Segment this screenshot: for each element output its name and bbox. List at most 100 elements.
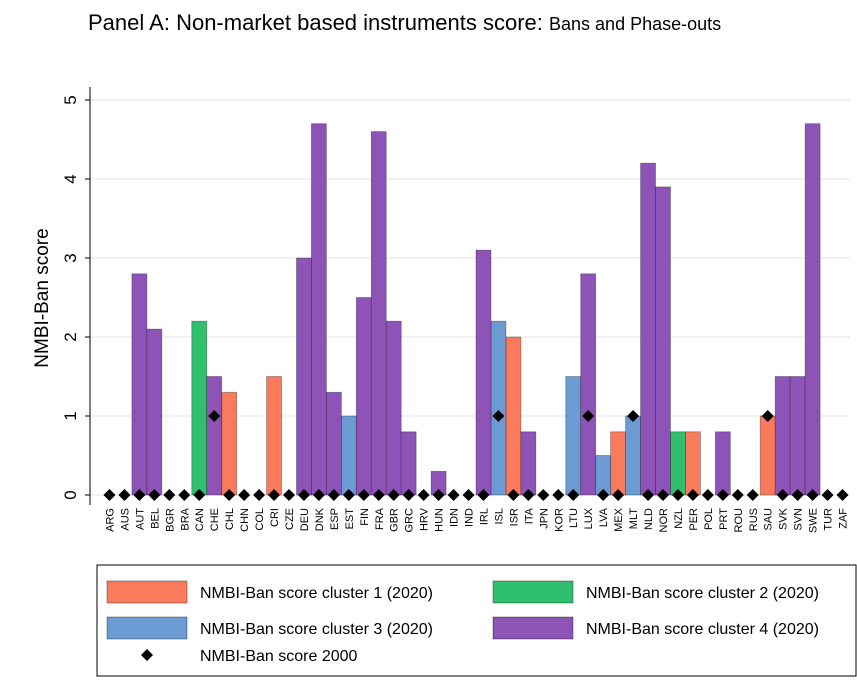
marker-2000 xyxy=(357,489,370,501)
bar xyxy=(640,162,656,496)
bar xyxy=(580,273,597,496)
bar xyxy=(685,431,701,496)
bar xyxy=(789,376,806,496)
title: Panel A: Non-market based instruments sc… xyxy=(88,10,543,35)
marker-2000 xyxy=(327,489,340,501)
marker-2000 xyxy=(283,489,295,501)
x-tick-label: DEU xyxy=(299,508,311,531)
marker-2000 xyxy=(522,489,535,501)
x-tick-label: MLT xyxy=(628,508,640,529)
marker-2000 xyxy=(776,489,789,501)
x-tick-label: ITA xyxy=(523,507,535,524)
marker-2000 xyxy=(462,489,475,501)
marker-2000 xyxy=(402,489,415,501)
x-tick-label: EST xyxy=(344,508,356,530)
bar xyxy=(625,415,641,496)
x-tick-label: DNK xyxy=(314,507,326,531)
x-tick-label: CZE xyxy=(284,508,296,530)
bar xyxy=(804,123,821,496)
x-tick-label: CRI xyxy=(269,508,281,527)
bar xyxy=(655,186,671,496)
legend-label: NMBI-Ban score cluster 3 (2020) xyxy=(200,621,433,638)
x-tick-label: AUS xyxy=(119,508,131,531)
bar xyxy=(206,376,223,496)
marker-2000 xyxy=(671,489,684,501)
bar xyxy=(714,431,731,496)
x-tick-label: ARG xyxy=(104,508,116,532)
x-tick-label: TUR xyxy=(823,508,835,531)
x-tick-label: ISR xyxy=(508,508,520,526)
marker-2000 xyxy=(507,489,520,501)
x-tick-label: POL xyxy=(703,508,715,530)
marker-2000 xyxy=(238,489,251,501)
marker-2000 xyxy=(627,410,640,422)
bar xyxy=(490,320,507,496)
marker-2000 xyxy=(432,489,445,501)
marker-2000 xyxy=(342,489,355,501)
bar xyxy=(131,273,148,496)
marker-2000 xyxy=(761,410,774,422)
x-tick-label: JPN xyxy=(538,508,550,529)
bar xyxy=(565,376,582,496)
bar xyxy=(505,336,522,496)
x-tick-label: NLD xyxy=(643,508,655,530)
y-tick-label: 5 xyxy=(61,95,80,104)
marker-2000 xyxy=(492,410,505,422)
legend-swatch xyxy=(492,616,574,640)
x-tick-label: SAU xyxy=(763,508,775,531)
x-tick-label: NOR xyxy=(658,508,670,533)
x-tick-label: IRL xyxy=(478,508,490,525)
marker-2000 xyxy=(253,489,266,501)
y-tick-label: 2 xyxy=(61,332,80,341)
x-tick-label: SWE xyxy=(808,508,820,533)
marker-2000 xyxy=(716,489,729,501)
marker-2000 xyxy=(148,489,161,501)
marker-2000 xyxy=(821,489,834,501)
marker-2000 xyxy=(208,410,221,422)
marker-2000 xyxy=(447,489,460,501)
x-tick-label: CHL xyxy=(224,508,236,530)
marker-2000 xyxy=(567,489,580,501)
legend-marker xyxy=(141,649,153,661)
legend-swatch xyxy=(106,580,188,604)
marker-2000 xyxy=(133,489,146,501)
bar xyxy=(266,376,282,496)
marker-2000 xyxy=(552,489,565,501)
bar xyxy=(385,320,402,496)
bar xyxy=(370,131,387,496)
x-tick-label: BRA xyxy=(179,507,191,530)
legend-swatch xyxy=(492,580,574,604)
legend-label: NMBI-Ban score cluster 1 (2020) xyxy=(200,585,433,602)
x-tick-label: CAN xyxy=(194,508,206,531)
marker-2000 xyxy=(537,489,550,501)
x-tick-label: ROU xyxy=(733,508,745,533)
marker-2000 xyxy=(582,410,595,422)
x-tick-label: LTU xyxy=(568,508,580,528)
x-tick-label: KOR xyxy=(553,508,565,532)
x-tick-label: RUS xyxy=(748,508,760,531)
x-tick-label: PER xyxy=(688,508,700,531)
x-tick-label: LVA xyxy=(598,507,610,527)
bar xyxy=(191,320,208,496)
legend-swatch xyxy=(106,616,188,640)
marker-2000 xyxy=(312,489,325,501)
marker-2000 xyxy=(612,489,625,501)
marker-2000 xyxy=(731,489,744,501)
x-tick-label: BGR xyxy=(164,508,176,532)
x-tick-label: SVN xyxy=(793,508,805,531)
marker-2000 xyxy=(686,489,699,501)
bar xyxy=(146,328,163,496)
bar xyxy=(296,257,312,496)
x-tick-label: CHE xyxy=(209,508,221,531)
bar xyxy=(221,391,238,496)
marker-2000 xyxy=(806,489,819,501)
marker-2000 xyxy=(372,489,385,501)
bar xyxy=(759,415,776,496)
x-tick-label: HUN xyxy=(434,508,446,532)
marker-2000 xyxy=(268,489,281,501)
x-tick-label: AUT xyxy=(134,508,146,530)
legend xyxy=(96,564,857,677)
x-tick-label: LUX xyxy=(583,507,595,529)
bar xyxy=(325,391,342,496)
x-tick-label: GRC xyxy=(404,508,416,533)
